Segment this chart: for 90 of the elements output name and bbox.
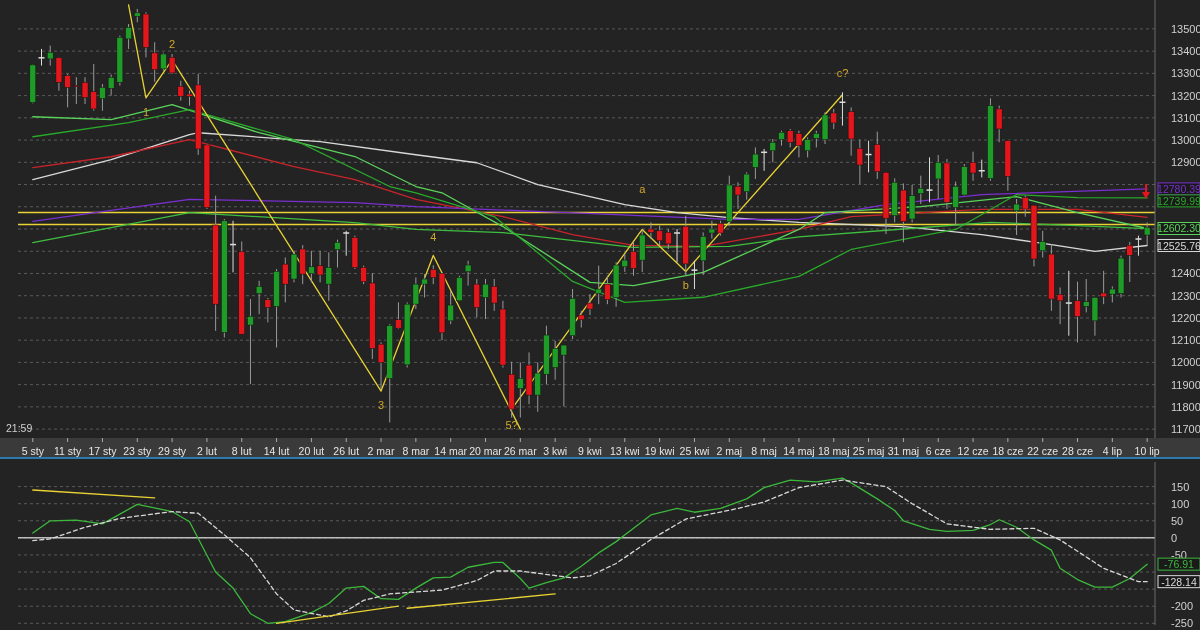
y-tick-label: 100 xyxy=(1171,497,1190,510)
candlestick xyxy=(673,228,681,263)
y-tick-label: 150 xyxy=(1171,480,1190,493)
x-tick-label: 5 sty xyxy=(21,445,45,457)
x-tick-label: 20 mar xyxy=(469,445,503,457)
x-tick-label: 25 kwi xyxy=(679,445,710,457)
candlestick xyxy=(1065,270,1073,337)
x-tick-label: 14 lut xyxy=(263,445,290,457)
annotation: 21:59 xyxy=(6,422,33,434)
x-tick-label: 8 maj xyxy=(751,445,777,457)
x-tick-label: 23 sty xyxy=(123,445,153,457)
x-tick-label: 2 maj xyxy=(716,445,743,457)
y-tick-label: -200 xyxy=(1171,600,1194,613)
annotation: -76.91 xyxy=(1164,558,1195,571)
x-tick-label: 17 sty xyxy=(88,445,118,457)
line-series xyxy=(32,188,1148,223)
x-tick-label: 20 lut xyxy=(298,445,325,457)
candlestick xyxy=(917,175,925,205)
candlestick xyxy=(395,301,402,330)
annotation: 12780.39 xyxy=(1157,182,1200,195)
candlestick xyxy=(1074,281,1081,343)
x-tick-label: 14 mar xyxy=(434,445,468,457)
x-tick-label: 13 kwi xyxy=(609,445,640,457)
candlestick xyxy=(995,105,1003,143)
x-tick-label: 14 maj xyxy=(783,445,815,457)
candlestick xyxy=(1143,221,1151,247)
candlestick xyxy=(925,156,934,203)
x-tick-label: 2 mar xyxy=(367,445,395,457)
x-tick-label: 8 mar xyxy=(402,445,430,457)
x-tick-label: 18 maj xyxy=(817,445,850,457)
x-tick-label: 3 kwi xyxy=(543,445,568,457)
annotation: c? xyxy=(836,66,849,79)
y-tick-label: -50 xyxy=(1171,548,1187,561)
x-tick-label: 22 cze xyxy=(1027,445,1059,457)
x-tick-label: 11 sty xyxy=(54,445,82,457)
annotation: -128.14 xyxy=(1161,575,1197,588)
candlestick xyxy=(630,241,637,277)
annotation: b xyxy=(682,279,689,292)
candlestick xyxy=(151,41,158,83)
candlestick xyxy=(1126,241,1133,283)
x-tick-label: 2 lut xyxy=(196,445,217,457)
x-tick-label: 6 cze xyxy=(925,445,951,457)
candlestick xyxy=(255,280,263,315)
x-tick-label: 4 lip xyxy=(1102,445,1123,457)
x-tick-label: 12 cze xyxy=(957,445,989,457)
x-tick-label: 28 cze xyxy=(1062,445,1094,457)
candlestick xyxy=(247,298,254,385)
candlestick xyxy=(342,230,350,257)
y-tick-label: 50 xyxy=(1171,514,1184,527)
annotation: a xyxy=(639,183,647,196)
annotation: 2 xyxy=(169,37,176,50)
y-tick-label: 11800 xyxy=(1171,400,1200,413)
annotation: 1 xyxy=(142,105,150,118)
y-tick-label: 11900 xyxy=(1171,378,1200,391)
annotation: 12739.99 xyxy=(1157,194,1200,207)
candlestick xyxy=(586,293,594,316)
candlestick xyxy=(456,275,463,302)
candlestick xyxy=(1013,198,1020,236)
candlestick xyxy=(595,265,602,305)
candlestick xyxy=(752,146,759,180)
x-tick-label: 9 kwi xyxy=(578,445,602,457)
candlestick xyxy=(1100,270,1107,305)
candlestick xyxy=(177,80,185,102)
candlestick xyxy=(482,278,489,320)
y-tick-label: 0 xyxy=(1171,531,1178,544)
x-tick-label: 29 sty xyxy=(158,445,187,457)
annotation: 12602.30 xyxy=(1157,222,1200,235)
candlestick xyxy=(856,139,864,185)
candlestick xyxy=(769,138,777,163)
x-tick-label: 25 maj xyxy=(852,445,885,457)
y-tick-label: -250 xyxy=(1171,617,1194,630)
x-tick-label: 8 lut xyxy=(231,445,252,457)
candlestick xyxy=(334,239,341,268)
candlestick xyxy=(473,278,481,318)
annotation: 4 xyxy=(430,231,437,244)
candlestick xyxy=(490,278,498,312)
x-tick-label: 26 mar xyxy=(503,445,538,457)
x-tick-label: 10 lip xyxy=(1134,445,1160,457)
candlestick xyxy=(665,228,672,250)
x-tick-label: 19 kwi xyxy=(644,445,675,457)
y-tick-label: 11700 xyxy=(1171,423,1200,436)
annotation: 5? xyxy=(505,419,518,432)
annotation: 3 xyxy=(377,399,385,412)
candlestick xyxy=(690,260,699,290)
x-tick-label: 18 cze xyxy=(992,445,1024,457)
candlestick xyxy=(99,83,106,112)
annotation: 12525.76 xyxy=(1157,239,1200,252)
candlestick xyxy=(464,260,472,287)
x-tick-label: 26 lut xyxy=(333,445,360,457)
x-tick-label: 31 maj xyxy=(887,445,920,457)
